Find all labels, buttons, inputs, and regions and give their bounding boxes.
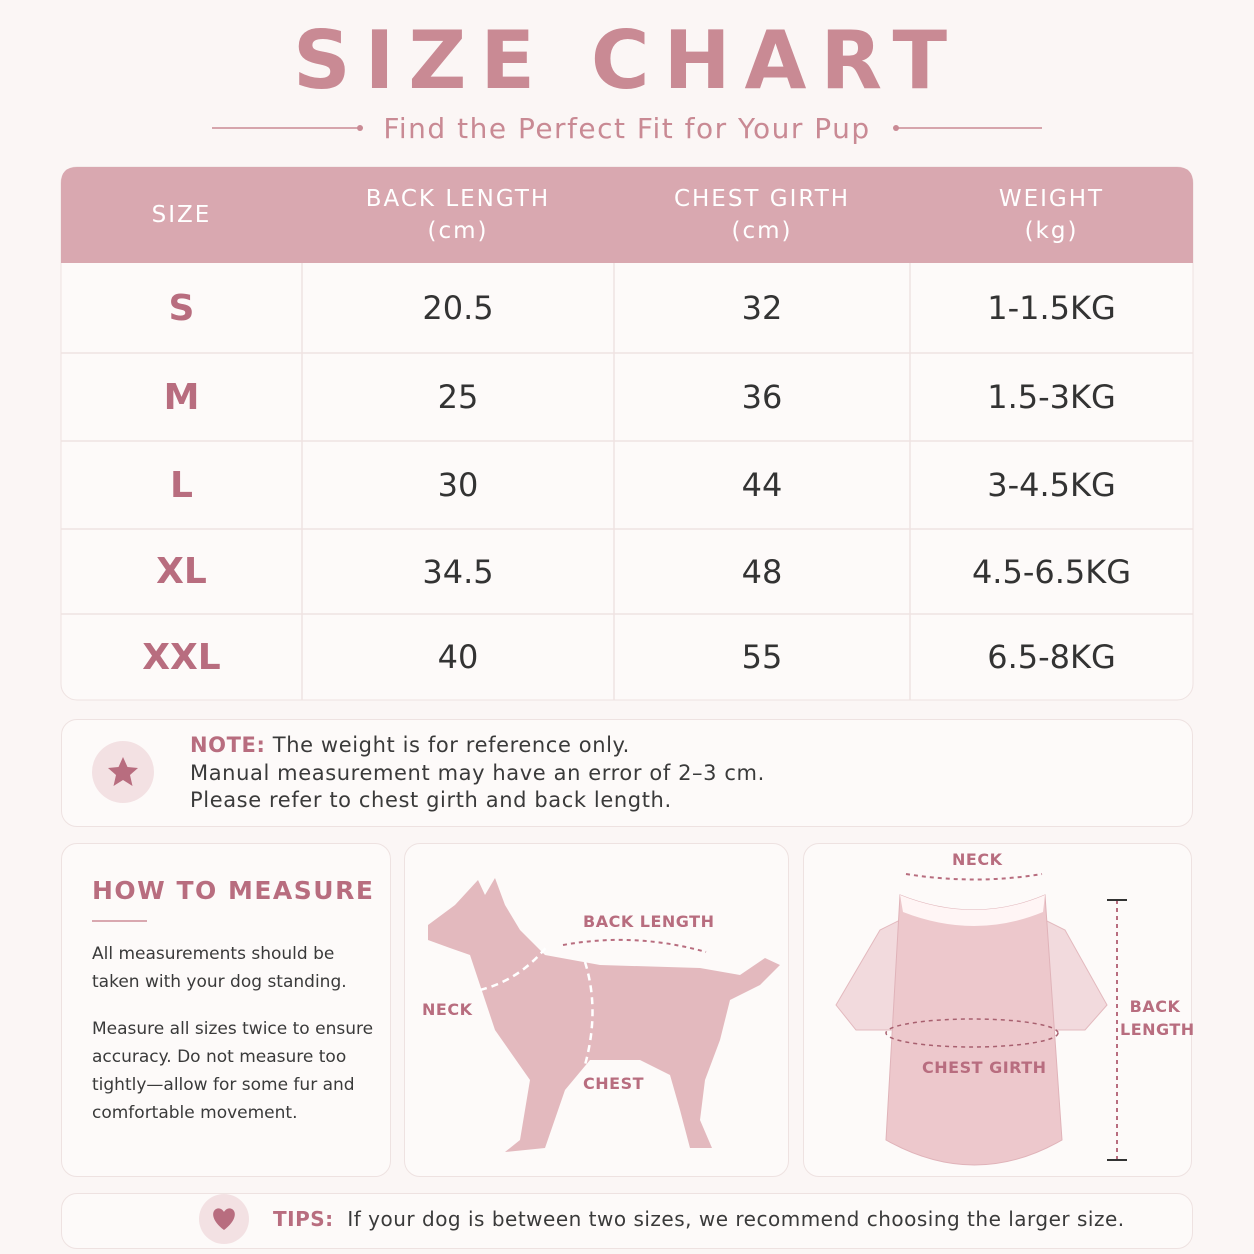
note-line: Please refer to chest girth and back len… bbox=[190, 788, 672, 812]
dog-neck-label: NECK bbox=[422, 1000, 473, 1019]
label-line: LENGTH bbox=[1120, 1020, 1195, 1039]
header-unit: (cm) bbox=[427, 218, 489, 244]
dog-back-label: BACK LENGTH bbox=[583, 912, 715, 931]
size-cell: M bbox=[163, 376, 200, 418]
label-line: BACK bbox=[1129, 997, 1181, 1016]
dot bbox=[893, 125, 899, 131]
value-cell: 6.5-8KG bbox=[987, 638, 1116, 676]
star bbox=[108, 757, 138, 786]
tips-box bbox=[61, 1193, 1193, 1249]
value-cell: 36 bbox=[741, 378, 783, 416]
note-label: NOTE: bbox=[190, 733, 266, 757]
how-text: Measure all sizes twice to ensure accura… bbox=[92, 1019, 374, 1123]
dog-chest-label: CHEST bbox=[583, 1074, 644, 1093]
value-cell: 1.5-3KG bbox=[987, 378, 1116, 416]
value-cell: 32 bbox=[741, 289, 783, 327]
size-cell: S bbox=[168, 287, 195, 329]
header-cell: SIZE bbox=[61, 167, 302, 263]
dog-measure bbox=[479, 944, 594, 1066]
how-box bbox=[61, 843, 391, 1177]
table-header-bg bbox=[61, 167, 1193, 263]
header-unit: (kg) bbox=[1024, 218, 1079, 244]
header-cell: CHEST GIRTH (cm) bbox=[614, 167, 910, 263]
note-line: Manual measurement may have an error of … bbox=[190, 760, 765, 785]
header-label: SIZE bbox=[151, 202, 212, 228]
shirt-length-label: BACK LENGTH bbox=[1120, 995, 1195, 1041]
value-cell: 30 bbox=[437, 466, 479, 504]
length-caps bbox=[1107, 899, 1127, 1161]
note-box bbox=[61, 719, 1193, 827]
tips: TIPS: If your dog is between two sizes, … bbox=[273, 1207, 1125, 1231]
dot bbox=[357, 125, 363, 131]
note: NOTE: The weight is for reference only. … bbox=[190, 732, 765, 815]
heart bbox=[213, 1208, 235, 1230]
title: SIZE CHART bbox=[292, 14, 962, 107]
header-label: CHEST GIRTH bbox=[673, 186, 851, 212]
value-cell: 40 bbox=[437, 638, 479, 676]
collar bbox=[900, 895, 1045, 926]
tips-label: TIPS: bbox=[273, 1207, 334, 1231]
value-cell: 1-1.5KG bbox=[987, 289, 1116, 327]
how-text: All measurements should be taken with yo… bbox=[92, 944, 347, 992]
subtitle: Find the Perfect Fit for Your Pup bbox=[383, 112, 871, 145]
value-cell: 34.5 bbox=[422, 552, 494, 591]
header-label: BACK LENGTH bbox=[365, 186, 551, 212]
value-cell: 25 bbox=[437, 378, 479, 416]
header-cell: WEIGHT (kg) bbox=[910, 167, 1193, 263]
value-cell: 55 bbox=[741, 638, 783, 676]
chest-line bbox=[885, 1018, 1059, 1048]
value-cell: 48 bbox=[741, 552, 783, 591]
dog bbox=[428, 878, 780, 1152]
shirt-neck-label: NECK bbox=[952, 850, 1003, 869]
header-cell: BACK LENGTH (cm) bbox=[302, 167, 614, 263]
value-cell: 4.5-6.5KG bbox=[971, 552, 1132, 591]
header-unit: (cm) bbox=[731, 218, 793, 244]
arrows bbox=[562, 873, 1118, 1160]
shirt-chest-label: CHEST GIRTH bbox=[922, 1058, 1047, 1077]
how-title: HOW TO MEASURE bbox=[92, 876, 375, 905]
header-label: WEIGHT bbox=[998, 186, 1105, 212]
value-cell: 20.5 bbox=[422, 289, 494, 327]
tips-text: If your dog is between two sizes, we rec… bbox=[347, 1207, 1125, 1231]
value-cell: 3-4.5KG bbox=[987, 466, 1116, 504]
table-grid bbox=[61, 263, 1193, 700]
value-cell: 44 bbox=[741, 466, 783, 504]
note-text: The weight is for reference only. bbox=[272, 733, 630, 757]
note-line: NOTE: The weight is for reference only. bbox=[190, 732, 765, 760]
size-cell: XXL bbox=[142, 636, 221, 678]
shirt bbox=[885, 894, 1063, 1166]
size-cell: XL bbox=[156, 551, 207, 592]
size-cell: L bbox=[170, 464, 193, 506]
